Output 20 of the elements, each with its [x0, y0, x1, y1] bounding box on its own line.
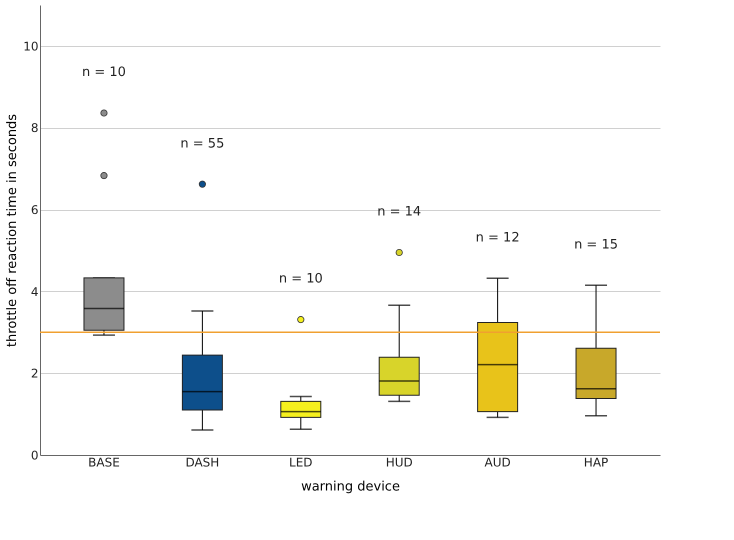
x-tick-label: HAP [584, 456, 608, 470]
annotation: n = 14 [377, 204, 422, 220]
annotation: n = 15 [574, 237, 618, 252]
x-tick-label: LED [289, 456, 313, 470]
y-axis-title: throttle off reaction time in seconds [5, 114, 20, 348]
x-axis-title: warning device [301, 480, 400, 494]
x-tick-label: AUD [484, 456, 511, 470]
y-tick-label: 8 [30, 121, 38, 136]
y-tick-label: 0 [30, 448, 38, 462]
y-tick-label: 4 [30, 284, 38, 299]
x-tick-label: DASH [185, 456, 220, 470]
y-tick-label: 6 [30, 203, 38, 218]
annotation: n = 10 [278, 272, 323, 287]
annotation: n = 55 [180, 136, 224, 152]
y-tick-label: 2 [30, 366, 38, 381]
y-tick-label: 10 [23, 39, 38, 54]
annotation: n = 10 [82, 65, 126, 80]
x-tick-label: BASE [88, 456, 120, 470]
annotation: n = 12 [476, 230, 520, 246]
x-tick-label: HUD [386, 456, 413, 470]
